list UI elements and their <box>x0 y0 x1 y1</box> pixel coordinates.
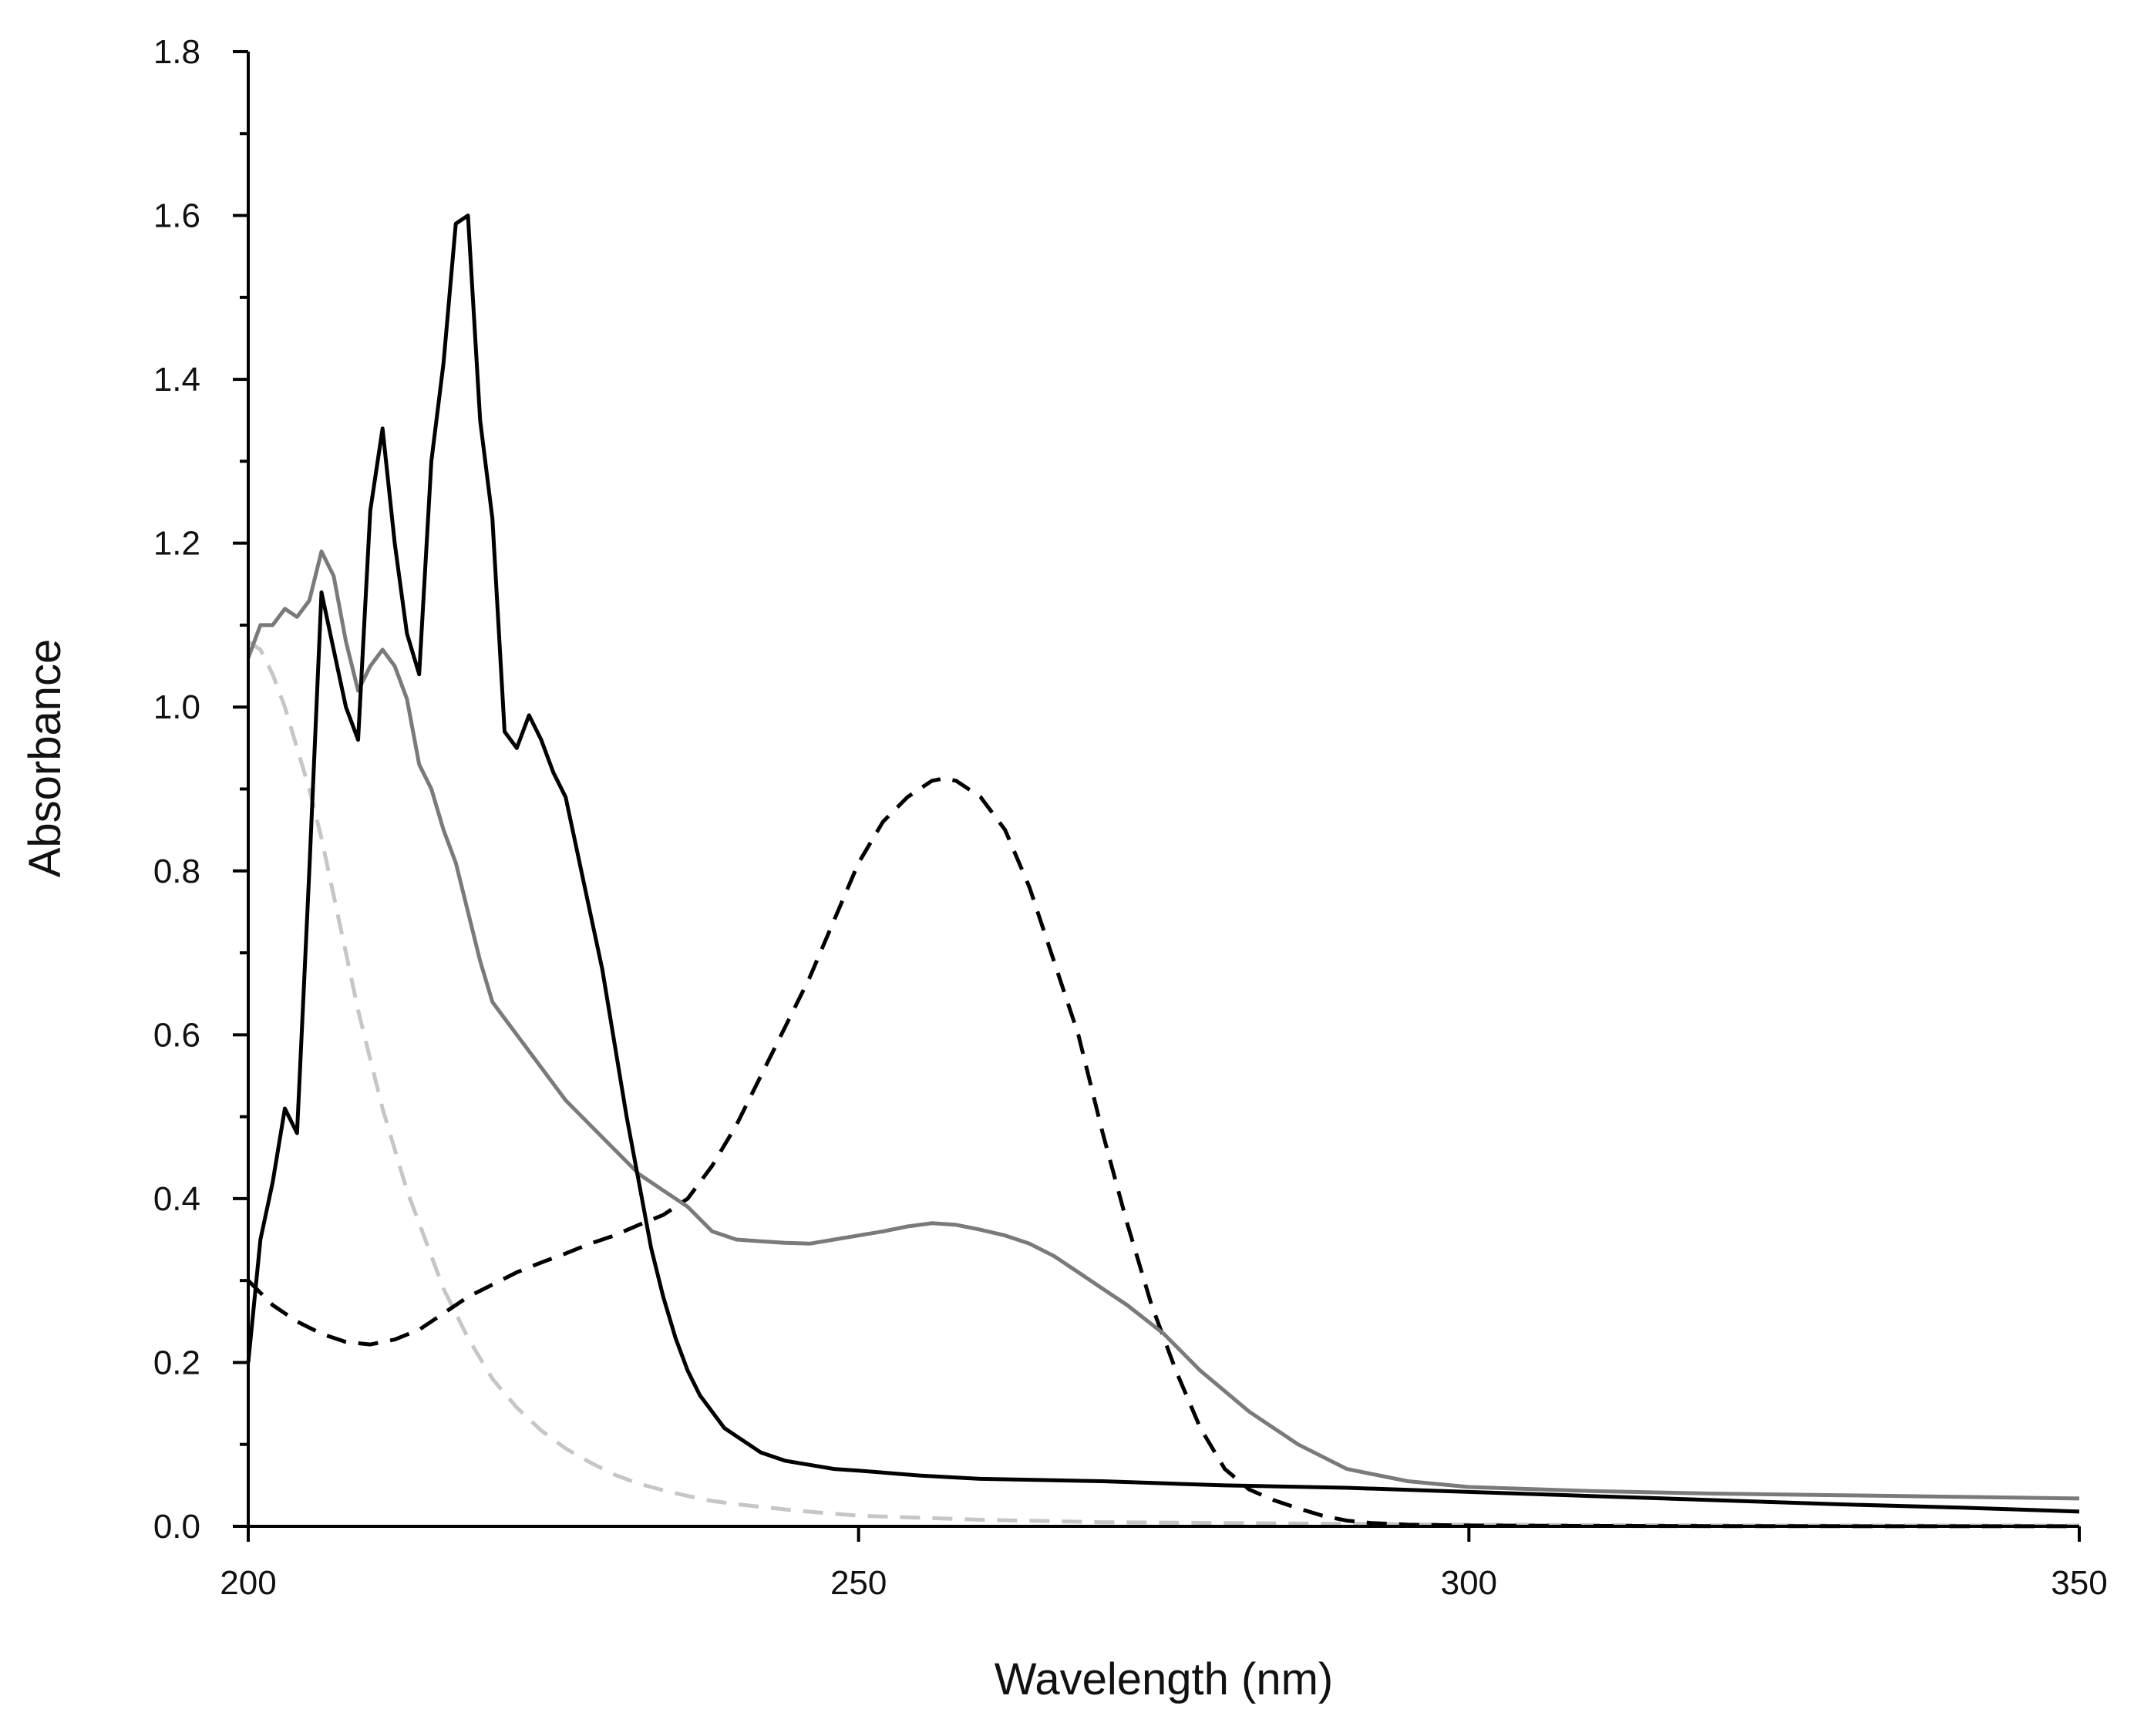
y-tick-label: 1.6 <box>153 197 200 235</box>
x-tick-label: 300 <box>1441 1564 1497 1602</box>
y-tick-label: 0.0 <box>153 1508 200 1546</box>
y-tick-label: 0.6 <box>153 1016 200 1054</box>
y-tick-label: 1.2 <box>153 525 200 563</box>
series-line-dashed-gray <box>247 640 2079 1528</box>
series-line-solid-black <box>246 214 2080 1514</box>
x-tick-label: 250 <box>830 1564 887 1602</box>
y-tick-label: 0.2 <box>153 1344 200 1381</box>
x-axis-ticks: 200 250 300 350 <box>220 1526 2108 1602</box>
x-tick-label: 350 <box>2051 1564 2107 1602</box>
series-layer <box>246 214 2080 1529</box>
y-tick-label: 1.4 <box>153 361 200 399</box>
x-axis-title: Wavelength (nm) <box>995 1654 1333 1704</box>
y-axis-ticks: 0.0 0.2 0.4 0.6 0.8 1.0 1.2 1.4 1.6 1.8 <box>153 33 248 1546</box>
series-line-dashed-black <box>247 776 2079 1529</box>
x-tick-label: 200 <box>220 1564 276 1602</box>
y-tick-label: 1.0 <box>153 688 200 726</box>
y-tick-label: 0.8 <box>153 853 200 890</box>
y-tick-label: 0.4 <box>153 1180 200 1218</box>
axes-layer <box>247 52 2079 1528</box>
y-axis-title: Absorbance <box>20 639 70 878</box>
y-tick-label: 1.8 <box>153 33 200 71</box>
series-line-solid-gray <box>246 549 2080 1501</box>
